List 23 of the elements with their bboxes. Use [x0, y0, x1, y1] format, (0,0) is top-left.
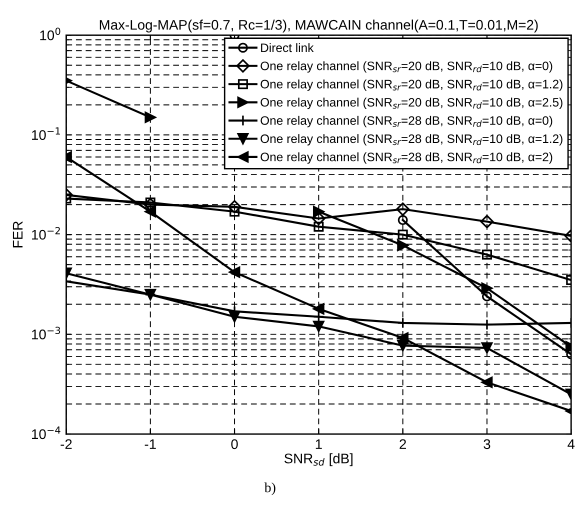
- legend-label: One relay channel (SNR$_{sr}$=28 dB, SNR$_{rd}$=10 dB, α=0): [260, 116, 552, 128]
- x-tick-label: 4: [568, 439, 575, 449]
- x-tick-label: 1: [316, 439, 322, 449]
- y-tick-label: 10$^{−1}$: [32, 127, 60, 140]
- text: b): [264, 482, 276, 496]
- y-tick-label: 10$^{−3}$: [32, 326, 60, 340]
- x-tick-label: 3: [484, 439, 490, 450]
- legend-label: Direct link: [261, 43, 314, 52]
- legend-label: One relay channel (SNR$_{sr}$=20 dB, SNR$_{rd}$=10 dB, α=1.2): [260, 79, 562, 91]
- x-tick-label: -2: [60, 439, 72, 449]
- y-axis-title: FER: [12, 221, 23, 248]
- x-tick-label: 2: [400, 439, 406, 449]
- x-axis-title: SNR$_{sd}$ [dB]: [284, 453, 352, 466]
- x-tick-label: 0: [231, 439, 238, 450]
- chart-title: Max-Log-MAP(sf=0.7, Rc=1/3), MAWCAIN channel(A=0.1,T=0.01,M=2): [100, 20, 538, 33]
- legend-label: One relay channel (SNR$_{sr}$=28 dB, SNR$_{rd}$=10 dB, α=2): [260, 152, 552, 164]
- legend-label: One relay channel (SNR$_{sr}$=20 dB, SNR$_{rd}$=10 dB, α=0): [260, 61, 552, 73]
- x-tick-label: -1: [144, 439, 156, 449]
- y-tick-label: 10$^{−4}$: [32, 426, 60, 440]
- y-tick-label: 10$^{0}$: [40, 28, 60, 40]
- legend-label: One relay channel (SNR$_{sr}$=20 dB, SNR$_{rd}$=10 dB, α=2.5): [260, 98, 562, 110]
- y-tick-label: 10$^{−2}$: [32, 226, 60, 240]
- legend-label: One relay channel (SNR$_{sr}$=28 dB, SNR$_{rd}$=10 dB, α=1.2): [260, 134, 562, 146]
